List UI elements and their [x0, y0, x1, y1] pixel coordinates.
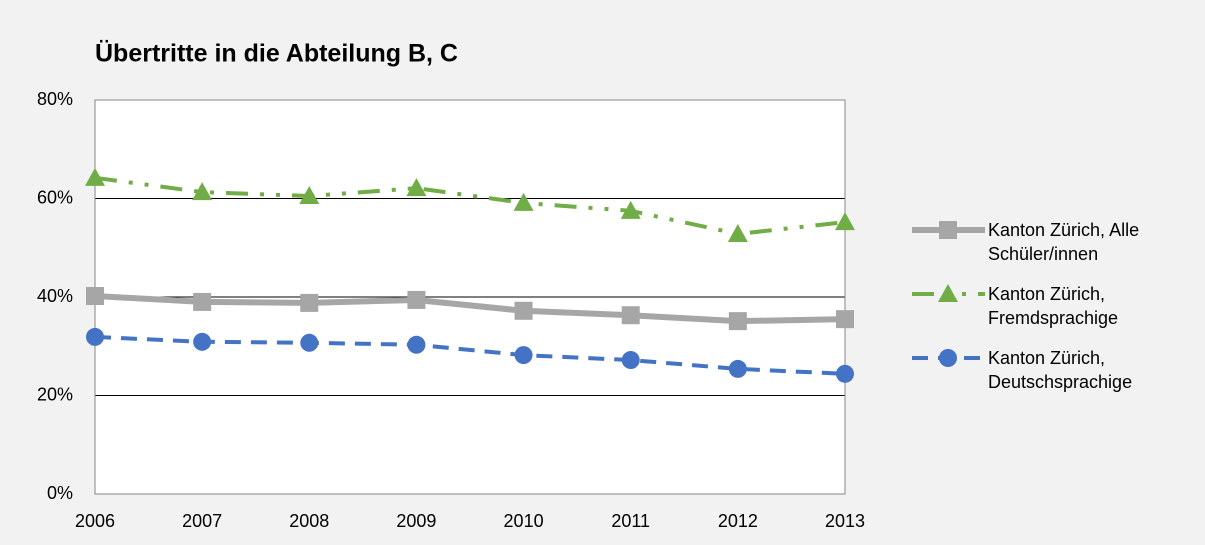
series-line	[94, 334, 846, 376]
x-tick-label: 2010	[504, 511, 544, 531]
marker	[621, 306, 640, 325]
y-tick-label: 60%	[37, 187, 73, 207]
marker	[300, 333, 319, 352]
marker	[835, 212, 855, 231]
legend-marker	[939, 221, 957, 239]
marker	[513, 192, 534, 211]
marker	[514, 346, 533, 365]
series-line	[94, 175, 846, 236]
marker	[299, 186, 320, 205]
marker	[86, 327, 104, 346]
marker	[728, 312, 747, 331]
marker	[728, 359, 747, 378]
x-tick-label: 2012	[718, 511, 758, 531]
marker	[85, 167, 105, 186]
series-line	[94, 293, 846, 325]
y-tick-label: 40%	[37, 286, 73, 306]
marker	[727, 223, 748, 242]
marker	[514, 301, 533, 320]
marker	[193, 292, 212, 311]
marker	[192, 182, 213, 201]
marker	[620, 200, 641, 219]
marker	[836, 364, 854, 383]
chart-title: Übertritte in die Abteilung B, C	[95, 39, 458, 68]
marker	[621, 351, 640, 370]
marker	[407, 290, 426, 309]
y-tick-label: 0%	[47, 483, 73, 503]
legend-label: Kanton Zürich, Fremdsprachige	[988, 284, 1119, 328]
marker	[300, 293, 319, 312]
y-tick-label: 20%	[37, 384, 73, 404]
legend-label: Kanton Zürich, Alle Schüler/innen	[988, 220, 1140, 264]
marker	[836, 310, 854, 329]
x-tick-label: 2006	[75, 511, 115, 531]
legend-marker	[939, 349, 957, 367]
legend-label: Kanton Zürich, Deutschsprachige	[988, 348, 1133, 392]
marker	[407, 335, 426, 354]
x-tick-label: 2011	[611, 511, 650, 531]
x-tick-label: 2013	[825, 511, 865, 531]
marker	[406, 178, 427, 197]
legend-marker	[938, 284, 958, 302]
y-tick-label: 80%	[37, 89, 73, 109]
x-tick-label: 2008	[289, 511, 329, 531]
x-tick-label: 2007	[182, 511, 222, 531]
x-tick-label: 2009	[396, 511, 436, 531]
marker	[86, 287, 104, 306]
marker	[193, 332, 212, 351]
